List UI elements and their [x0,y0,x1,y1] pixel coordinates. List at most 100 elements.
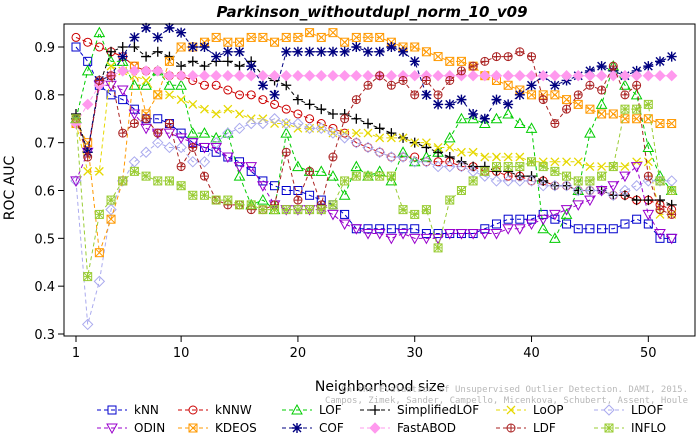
data-point-fastabod [537,69,549,82]
data-point-fastabod [502,69,514,82]
data-point-knn [655,233,665,243]
data-point-fastabod [233,69,246,82]
data-point-knn [375,224,385,234]
data-point-knnw [94,42,104,52]
data-point-simplifiedlof [327,108,338,119]
data-point-kdeos [246,32,256,42]
data-point-loop [562,157,572,167]
data-point-ldof [537,180,549,192]
data-point-knn [235,157,245,167]
data-point-fastabod [327,69,339,82]
data-point-knnw [71,32,81,42]
data-point-lof [210,131,223,143]
data-point-kdeos [410,42,420,52]
legend-item-cof: COF [282,421,344,434]
data-point-kdeos [305,28,315,38]
legend-marker-simplifiedlof [370,405,380,415]
data-point-knn [550,214,560,224]
data-point-ldof [292,117,304,130]
data-point-simplifiedlof [199,61,210,72]
data-point-odin [210,142,223,154]
data-point-inflo [235,200,245,210]
data-point-loop [375,133,385,143]
series-line-ldof [75,118,672,325]
series-line-simplifiedlof [75,46,672,206]
legend-marker-lof [291,403,303,415]
data-point-ldf [655,205,665,215]
data-point-fastabod [432,69,444,82]
data-point-odin [362,229,374,240]
data-point-kdeos [550,90,560,100]
data-point-lof [537,222,550,234]
data-point-simplifiedlof [141,51,152,62]
data-point-inflo [141,171,151,181]
data-point-lof [397,146,409,157]
data-point-knn [597,224,607,234]
data-point-lof [198,127,211,138]
data-point-ldof [257,117,269,130]
data-point-cof [655,56,665,67]
legend-label-simplifiedlof: SimplifiedLOF [397,403,479,417]
data-point-loop [643,157,653,167]
data-point-ldf [643,171,653,181]
y-tick-label: 0.5 [34,232,55,247]
data-point-fastabod [257,69,269,82]
data-point-inflo [223,195,233,205]
data-point-ldof [222,127,234,139]
legend-label-kdeos: KDEOS [215,421,257,434]
data-point-kdeos [363,32,373,42]
data-point-knn [573,224,583,234]
legend-item-kdeos: KDEOS [178,421,257,434]
data-point-inflo [375,171,385,181]
legend-label-knnw: kNNW [215,403,252,417]
data-point-cof [468,108,479,119]
series-loop [71,61,677,219]
data-point-loop [410,138,420,148]
series-line-knn [75,46,672,239]
data-point-knnw [375,147,385,157]
data-point-inflo [328,200,338,210]
data-point-cof [257,80,268,91]
data-point-odin [478,229,491,240]
x-axis-label: Neighborhood size [315,379,445,395]
data-point-ldof [420,156,433,168]
legend-label-cof: COF [319,421,344,434]
data-point-lof [186,127,199,138]
data-point-inflo [363,171,373,181]
data-point-odin [595,186,608,197]
data-point-ldf [445,75,455,85]
data-point-ldf [176,162,186,172]
data-point-odin [537,214,550,226]
data-point-fastabod [140,65,152,77]
data-point-kdeos [106,214,116,224]
data-point-loop [351,128,361,138]
data-point-kdeos [223,37,233,47]
data-point-loop [585,162,595,172]
data-point-inflo [643,99,653,109]
data-point-simplifiedlof [316,104,327,115]
data-point-inflo [480,166,490,176]
data-point-simplifiedlof [643,195,654,206]
data-point-fastabod [163,69,176,82]
data-point-ldf [480,56,490,66]
data-point-inflo [597,171,607,181]
data-point-knn [176,128,186,138]
data-point-ldof [397,151,409,163]
data-point-ldof [619,184,631,197]
data-point-loop [211,109,221,119]
data-point-odin [607,181,620,192]
y-tick-label: 0.3 [34,328,55,343]
data-point-inflo [433,243,443,253]
data-point-inflo [562,171,572,181]
data-point-fastabod [268,69,281,82]
series-ldof [70,113,678,331]
data-point-kdeos [176,42,186,52]
data-point-odin [327,209,339,221]
data-point-inflo [515,162,525,172]
x-tick-label: 1 [72,346,80,361]
data-point-cof [82,147,93,158]
data-point-ldof [245,117,257,130]
data-point-fastabod [572,69,584,82]
data-point-simplifiedlof [176,61,187,72]
data-point-ldf [410,90,420,100]
